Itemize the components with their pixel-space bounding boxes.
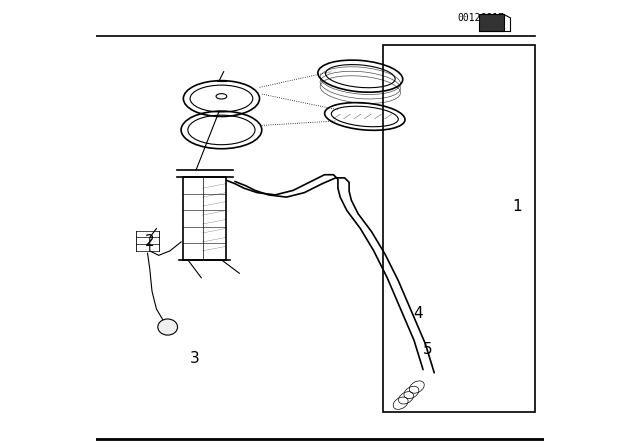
Text: 3: 3 (189, 351, 200, 366)
Bar (383, 45, 535, 412)
Bar (184, 177, 226, 260)
Text: 2: 2 (145, 234, 155, 250)
Text: 5: 5 (422, 342, 433, 357)
Ellipse shape (158, 319, 177, 335)
Bar (479, 14, 504, 31)
Text: 4: 4 (413, 306, 424, 321)
Text: 00126817: 00126817 (458, 13, 505, 23)
Text: 1: 1 (512, 198, 522, 214)
